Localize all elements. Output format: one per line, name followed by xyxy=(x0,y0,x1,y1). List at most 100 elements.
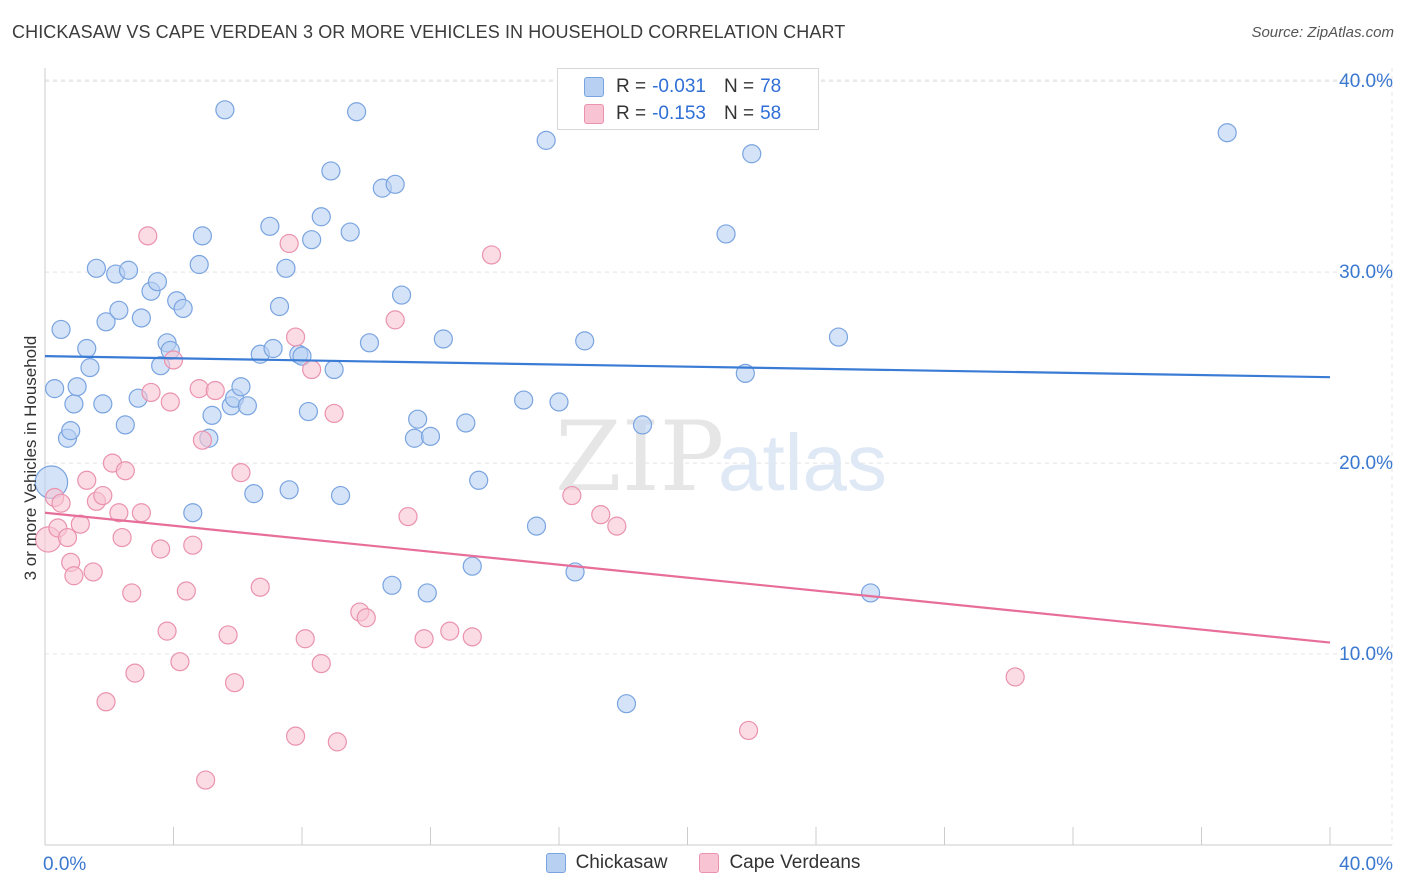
series-legend: Chickasaw Cape Verdeans xyxy=(0,852,1406,874)
chickasaw-point xyxy=(382,575,402,595)
chickasaw-point xyxy=(192,226,213,246)
cape-verdean-point xyxy=(115,461,135,481)
legend-n-value-cape-verdeans: 58 xyxy=(760,103,782,124)
chickasaw-point xyxy=(173,298,193,319)
chickasaw-point xyxy=(861,583,881,603)
chickasaw-point xyxy=(616,694,637,714)
legend-r-label: R = xyxy=(616,76,647,97)
y-tick-label: 20.0% xyxy=(1339,453,1393,474)
chickasaw-point xyxy=(147,272,168,292)
legend-swatch-chickasaw xyxy=(545,853,566,873)
cape-verdean-point xyxy=(250,577,270,597)
cape-verdean-point xyxy=(70,514,90,534)
legend-swatch-chickasaw xyxy=(584,77,604,97)
cape-verdean-point xyxy=(398,506,418,527)
chickasaw-point xyxy=(51,319,71,340)
cape-verdean-point xyxy=(125,663,145,683)
chickasaw-point xyxy=(514,390,534,410)
cape-verdean-point xyxy=(157,621,177,641)
grid-lines xyxy=(45,68,1393,845)
cape-verdean-point xyxy=(176,581,196,601)
cape-verdean-point xyxy=(122,583,142,603)
legend-r-value-cape-verdeans: -0.153 xyxy=(652,103,706,124)
chickasaw-point xyxy=(828,327,849,347)
tick-labels: 10.0% 20.0% 30.0% 40.0% 0.0% 40.0% xyxy=(43,71,1393,875)
chickasaw-point xyxy=(202,405,222,425)
chickasaw-point xyxy=(735,363,755,383)
chickasaw-point xyxy=(549,392,569,412)
chickasaw-point xyxy=(45,379,65,399)
chickasaw-point xyxy=(469,470,489,490)
stats-legend: R = -0.031 N = 78 R = -0.153 N = 58 xyxy=(557,68,819,130)
chickasaw-point xyxy=(93,394,113,414)
legend-swatch-cape-verdeans xyxy=(584,104,604,124)
chickasaw-point xyxy=(340,222,360,242)
cape-verdean-point xyxy=(311,653,331,674)
chickasaw-point xyxy=(433,329,453,349)
cape-verdean-point xyxy=(562,485,582,506)
cape-verdean-point xyxy=(196,770,216,790)
cape-verdean-point xyxy=(231,463,251,483)
chickasaw-point xyxy=(298,401,319,422)
source-credit: Source: ZipAtlas.com xyxy=(1251,24,1394,41)
y-tick-label: 10.0% xyxy=(1339,644,1393,665)
chickasaw-point xyxy=(359,333,380,353)
y-tick-label: 40.0% xyxy=(1339,71,1393,92)
chickasaw-point xyxy=(311,207,331,227)
chickasaw-point xyxy=(526,516,547,536)
chickasaw-point xyxy=(276,258,296,278)
cape-verdean-point xyxy=(170,652,190,672)
cape-verdean-point xyxy=(93,485,113,506)
x-tick-label: 40.0% xyxy=(1339,854,1393,875)
watermark: ZIP atlas xyxy=(555,401,887,513)
cape-verdean-point xyxy=(295,629,315,649)
chickasaw-point xyxy=(86,258,107,278)
chickasaw-point xyxy=(263,338,283,359)
cape-verdean-point xyxy=(205,380,225,401)
legend-r-label: R = xyxy=(616,103,647,124)
chickasaw-point xyxy=(321,161,341,181)
chickasaw-point xyxy=(330,485,351,506)
chickasaw-point xyxy=(417,583,437,603)
legend-row-chickasaw: R = -0.031 N = 78 xyxy=(558,74,781,100)
legend-item-cape-verdeans: Cape Verdeans xyxy=(699,852,860,874)
watermark-atlas: atlas xyxy=(718,418,887,507)
cape-verdean-point xyxy=(64,566,84,586)
cape-verdean-point xyxy=(324,403,344,424)
cape-verdean-point xyxy=(414,629,434,649)
y-axis-label: 3 or more Vehicles in Household xyxy=(21,336,40,581)
legend-swatch-cape-verdeans xyxy=(699,853,720,873)
cape-verdean-point xyxy=(218,625,238,645)
cape-verdean-trend-line xyxy=(44,511,1331,644)
cape-verdean-point xyxy=(607,516,627,536)
chickasaw-point xyxy=(302,230,322,250)
chickasaw-point xyxy=(408,409,428,429)
chickasaw-point xyxy=(109,300,129,320)
y-tick-label: 30.0% xyxy=(1339,262,1393,283)
chickasaw-point xyxy=(404,428,425,448)
cape-verdean-point xyxy=(131,503,151,523)
chickasaw-point xyxy=(244,484,264,504)
cape-verdean-point xyxy=(591,505,611,525)
cape-verdean-point xyxy=(57,527,78,548)
cape-verdean-point xyxy=(83,562,103,582)
chickasaw-point xyxy=(347,102,367,122)
legend-name-cape-verdeans: Cape Verdeans xyxy=(729,852,861,873)
axes xyxy=(44,68,1392,846)
chickasaw-point xyxy=(575,331,595,351)
cape-verdean-point xyxy=(141,382,161,403)
cape-verdean-point xyxy=(189,379,209,399)
chickasaw-point xyxy=(456,413,476,433)
cape-verdean-point xyxy=(440,621,460,641)
chickasaw-point xyxy=(183,503,203,523)
chickasaw-point xyxy=(67,377,87,397)
chickasaw-point xyxy=(420,426,441,446)
legend-name-chickasaw: Chickasaw xyxy=(575,852,668,873)
cape-verdean-point xyxy=(462,627,482,647)
legend-n-label: N = xyxy=(723,103,755,124)
chickasaw-point xyxy=(279,480,299,500)
cape-verdean-point xyxy=(109,503,129,523)
chickasaw-point xyxy=(391,285,412,305)
chickasaw-point xyxy=(462,556,482,576)
cape-verdean-point xyxy=(96,692,116,712)
